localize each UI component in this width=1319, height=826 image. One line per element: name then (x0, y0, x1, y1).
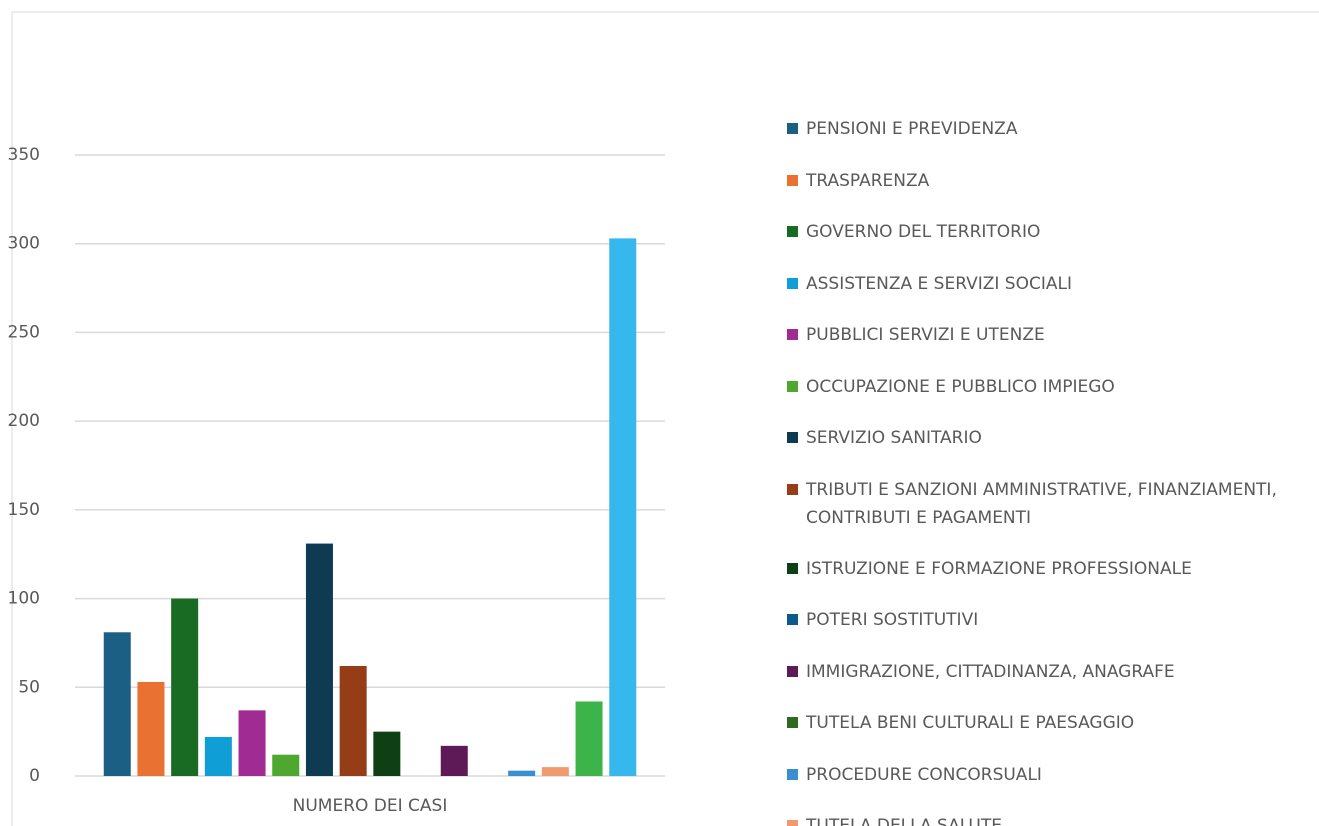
legend-swatch (787, 483, 798, 495)
legend-swatch (787, 768, 798, 780)
legend-label: PROCEDURE CONCORSUALI (806, 764, 1042, 785)
y-tick-label: 300 (8, 234, 40, 254)
legend-item: TRIBUTI E SANZIONI AMMINISTRATIVE, FINAN… (787, 476, 1307, 532)
legend-swatch (787, 174, 798, 186)
bar (508, 770, 536, 776)
legend-label: IMMIGRAZIONE, CITTADINANZA, ANAGRAFE (806, 661, 1175, 682)
legend-swatch (787, 277, 798, 289)
legend-label: TRASPARENZA (806, 170, 930, 191)
legend-label: PENSIONI E PREVIDENZA (806, 119, 1018, 139)
bar (171, 598, 199, 776)
legend-swatch (787, 820, 798, 826)
legend-item: ISTRUZIONE E FORMAZIONE PROFESSIONALE (787, 555, 1307, 583)
legend-item: PENSIONI E PREVIDENZA (787, 115, 1307, 143)
legend-label: PUBBLICI SERVIZI E UTENZE (806, 325, 1045, 345)
y-tick-label: 250 (8, 322, 40, 342)
x-tick-label: NUMERO DEI CASI (293, 796, 448, 816)
bar (373, 731, 401, 776)
bar (238, 710, 266, 776)
legend-label: TUTELA DELLA SALUTE (806, 816, 1002, 826)
bar (204, 736, 232, 776)
bar (305, 543, 333, 776)
y-tick-label: 350 (8, 145, 40, 165)
legend-item: ASSISTENZA E SERVIZI SOCIALI (787, 270, 1307, 298)
bar (137, 681, 165, 776)
legend-item: TRASPARENZA (787, 167, 1307, 195)
legend-swatch (787, 717, 798, 728)
legend-swatch (787, 665, 798, 677)
legend-label: ASSISTENZA E SERVIZI SOCIALI (806, 273, 1072, 294)
bar (440, 745, 468, 776)
legend-swatch (787, 432, 798, 443)
legend-item: TUTELA BENI CULTURALI E PAESAGGIO (787, 709, 1307, 737)
legend-swatch (787, 614, 798, 625)
bar (103, 632, 131, 776)
legend-label: GOVERNO DEL TERRITORIO (806, 222, 1041, 242)
y-tick-label: 200 (8, 411, 40, 431)
legend-label: TRIBUTI E SANZIONI AMMINISTRATIVE, FINAN… (806, 479, 1277, 528)
legend-item: TUTELA DELLA SALUTE (787, 812, 1307, 826)
legend-label: POTERI SOSTITUTIVI (806, 610, 979, 630)
legend-swatch (787, 562, 798, 574)
y-tick-label: 50 (18, 677, 40, 697)
legend-label: TUTELA BENI CULTURALI E PAESAGGIO (806, 713, 1135, 733)
legend-label: OCCUPAZIONE E PUBBLICO IMPIEGO (806, 376, 1115, 397)
legend-swatch (787, 123, 798, 134)
legend-item: IMMIGRAZIONE, CITTADINANZA, ANAGRAFE (787, 658, 1307, 686)
bar (339, 665, 367, 776)
legend-swatch (787, 226, 798, 237)
bar (272, 754, 300, 776)
legend-item: PUBBLICI SERVIZI E UTENZE (787, 321, 1307, 349)
y-tick-label: 100 (8, 589, 40, 609)
bar (541, 767, 569, 776)
legend-label: ISTRUZIONE E FORMAZIONE PROFESSIONALE (806, 558, 1192, 579)
legend-item: OCCUPAZIONE E PUBBLICO IMPIEGO (787, 373, 1307, 401)
legend-item: PROCEDURE CONCORSUALI (787, 761, 1307, 789)
legend-swatch (787, 380, 798, 392)
legend-item: SERVIZIO SANITARIO (787, 424, 1307, 452)
legend-label: SERVIZIO SANITARIO (806, 428, 982, 448)
bar (609, 238, 637, 777)
legend-swatch (787, 329, 798, 340)
legend-item: GOVERNO DEL TERRITORIO (787, 218, 1307, 246)
bar (575, 701, 603, 776)
legend-item: POTERI SOSTITUTIVI (787, 606, 1307, 634)
y-tick-label: 150 (8, 500, 40, 520)
y-tick-label: 0 (29, 766, 40, 786)
